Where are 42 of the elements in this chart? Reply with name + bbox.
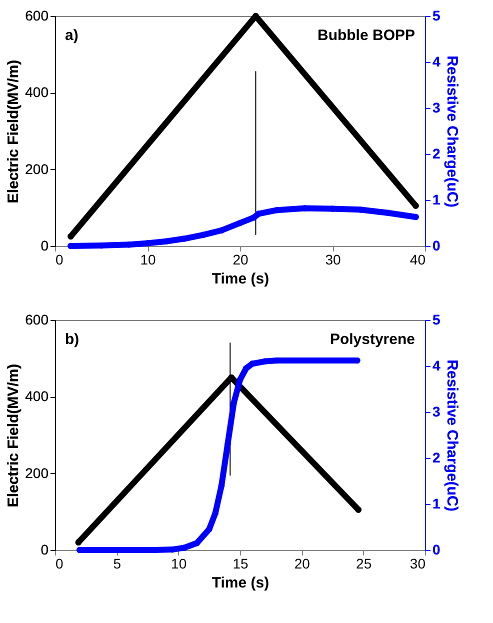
y2-tick-label: 0: [432, 542, 440, 558]
y2-tick-label: 1: [432, 192, 440, 208]
y2-tick-label: 0: [432, 238, 440, 254]
annotation: b): [65, 331, 80, 348]
y2-tick-label: 3: [432, 404, 440, 420]
y2-axis-title: Resistive Charge(uC): [443, 56, 460, 208]
annotation: a): [65, 27, 78, 44]
y2-axis-title: Resistive Charge(uC): [443, 360, 460, 512]
y2-tick-label: 4: [432, 358, 440, 374]
y-tick-label: 400: [25, 84, 49, 100]
x-tick-label: 40: [410, 252, 426, 268]
x-tick-label: 10: [171, 556, 187, 572]
x-axis-title: Time (s): [212, 574, 270, 592]
y-axis-title: Electric Field(MV/m): [5, 60, 22, 204]
x-tick-label: 10: [140, 252, 156, 268]
y2-tick-label: 5: [432, 8, 440, 24]
x-tick-label: 20: [232, 252, 248, 268]
y-tick-label: 200: [25, 464, 49, 481]
y-tick-label: 600: [25, 312, 49, 328]
y2-tick-label: 2: [432, 450, 440, 466]
y-tick-label: 0: [40, 542, 49, 558]
y2-tick-label: 4: [432, 54, 440, 70]
x-tick-label: 0: [56, 556, 64, 572]
y-axis-title: Electric Field(MV/m): [5, 364, 22, 508]
x-tick-label: 15: [232, 556, 248, 572]
annotation: Polystyrene: [330, 331, 415, 348]
x-axis-title: Time (s): [212, 270, 270, 288]
y-tick-label: 200: [25, 160, 49, 177]
y-tick-label: 0: [40, 238, 49, 254]
x-tick-label: 30: [410, 556, 426, 572]
y-tick-label: 400: [25, 388, 49, 404]
y2-tick-label: 1: [432, 496, 440, 512]
y2-tick-label: 2: [432, 146, 440, 162]
x-tick-label: 0: [56, 252, 64, 268]
y-tick-label: 600: [25, 8, 49, 24]
y2-tick-label: 3: [432, 100, 440, 116]
x-tick-label: 25: [356, 556, 372, 572]
x-tick-label: 20: [294, 556, 310, 572]
x-tick-label: 5: [113, 556, 122, 572]
y2-tick-label: 5: [432, 312, 440, 328]
annotation: Bubble BOPP: [317, 27, 415, 44]
x-tick-label: 30: [325, 252, 341, 268]
